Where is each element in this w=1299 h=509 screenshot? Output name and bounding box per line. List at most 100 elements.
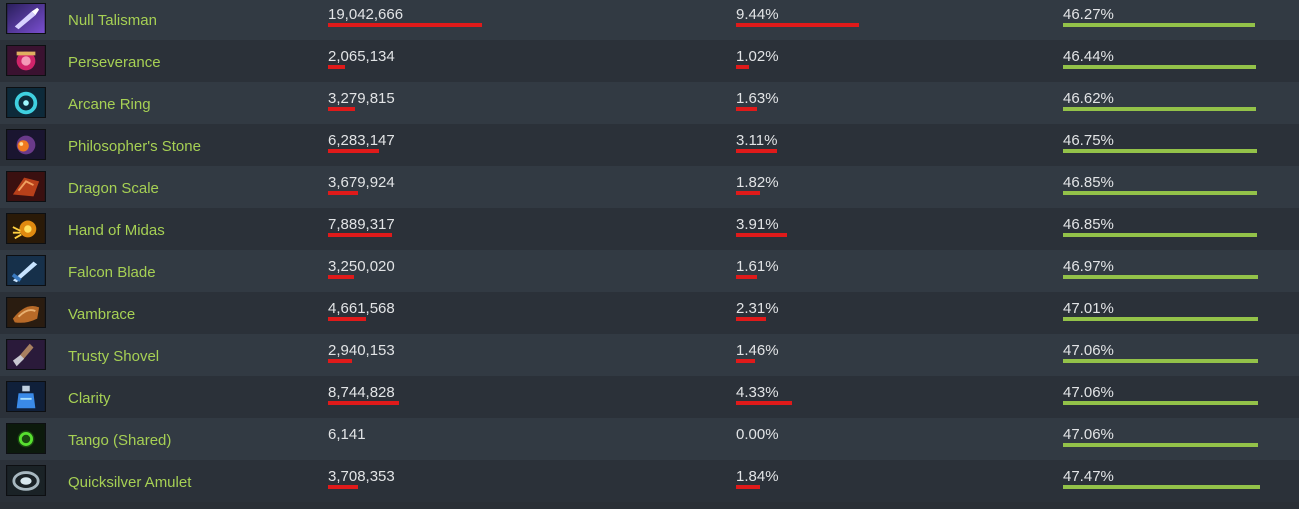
win-rate-bar (1063, 485, 1260, 489)
table-row[interactable]: Falcon Blade 3,250,020 1.61% 46.97% (0, 250, 1299, 292)
matches-value: 8,744,828 (328, 384, 395, 401)
matches-value: 3,279,815 (328, 90, 395, 107)
matches-bar (328, 401, 399, 405)
table-row[interactable]: Hand of Midas 7,889,317 3.91% 46.85% (0, 208, 1299, 250)
trusty-shovel-icon[interactable] (6, 339, 46, 370)
win-rate-bar (1063, 23, 1255, 27)
table-row[interactable]: Dragon Scale 3,679,924 1.82% 46.85% (0, 166, 1299, 208)
item-name-link[interactable]: Tango (Shared) (68, 432, 172, 449)
win-rate-value: 46.75% (1063, 132, 1114, 149)
use-rate-value: 1.46% (736, 342, 779, 359)
use-rate-value: 4.33% (736, 384, 779, 401)
matches-bar (328, 107, 355, 111)
use-rate-value: 1.84% (736, 468, 779, 485)
use-rate-bar (736, 65, 749, 69)
matches-value: 6,283,147 (328, 132, 395, 149)
arcane-ring-icon[interactable] (6, 87, 46, 118)
table-row[interactable]: Quicksilver Amulet 3,708,353 1.84% 47.47% (0, 460, 1299, 502)
table-row[interactable]: Arcane Ring 3,279,815 1.63% 46.62% (0, 82, 1299, 124)
matches-bar (328, 485, 358, 489)
use-rate-bar (736, 317, 766, 321)
item-name-link[interactable]: Clarity (68, 390, 111, 407)
win-rate-value: 46.62% (1063, 90, 1114, 107)
use-rate-bar (736, 149, 777, 153)
win-rate-value: 46.27% (1063, 6, 1114, 23)
item-name-link[interactable]: Philosopher's Stone (68, 138, 201, 155)
quicksilver-amulet-icon[interactable] (6, 465, 46, 496)
table-row[interactable]: Clarity 8,744,828 4.33% 47.06% (0, 376, 1299, 418)
matches-bar (328, 149, 379, 153)
item-name-link[interactable]: Falcon Blade (68, 264, 156, 281)
use-rate-bar (736, 23, 859, 27)
use-rate-bar (736, 359, 755, 363)
win-rate-bar (1063, 275, 1258, 279)
win-rate-bar (1063, 401, 1258, 405)
use-rate-bar (736, 275, 757, 279)
dragon-scale-icon[interactable] (6, 171, 46, 202)
use-rate-value: 3.91% (736, 216, 779, 233)
win-rate-value: 46.85% (1063, 174, 1114, 191)
item-name-link[interactable]: Null Talisman (68, 12, 157, 29)
hand-of-midas-icon[interactable] (6, 213, 46, 244)
use-rate-bar (736, 485, 760, 489)
tango-shared-icon[interactable] (6, 423, 46, 454)
win-rate-bar (1063, 107, 1256, 111)
matches-bar (328, 317, 366, 321)
vambrace-icon[interactable] (6, 297, 46, 328)
matches-value: 2,940,153 (328, 342, 395, 359)
use-rate-value: 9.44% (736, 6, 779, 23)
table-row[interactable]: Tango (Shared) 6,141 0.00% 47.06% (0, 418, 1299, 460)
table-row[interactable]: Philosopher's Stone 6,283,147 3.11% 46.75% (0, 124, 1299, 166)
item-name-link[interactable]: Arcane Ring (68, 96, 151, 113)
use-rate-value: 3.11% (736, 132, 778, 149)
item-name-link[interactable]: Vambrace (68, 306, 136, 323)
use-rate-value: 1.61% (736, 258, 779, 275)
matches-value: 7,889,317 (328, 216, 395, 233)
win-rate-bar (1063, 149, 1257, 153)
item-name-link[interactable]: Quicksilver Amulet (68, 474, 192, 491)
matches-value: 3,679,924 (328, 174, 395, 191)
matches-value: 4,661,568 (328, 300, 395, 317)
matches-value: 19,042,666 (328, 6, 404, 23)
philosophers-stone-icon[interactable] (6, 129, 46, 160)
table-row[interactable]: Vambrace 4,661,568 2.31% 47.01% (0, 292, 1299, 334)
item-name-link[interactable]: Perseverance (68, 54, 161, 71)
win-rate-value: 47.06% (1063, 342, 1114, 359)
table-row[interactable]: Null Talisman 19,042,666 9.44% 46.27% (0, 0, 1299, 40)
win-rate-value: 47.06% (1063, 426, 1114, 443)
clarity-icon[interactable] (6, 381, 46, 412)
win-rate-bar (1063, 359, 1258, 363)
use-rate-value: 0.00% (736, 426, 779, 443)
matches-bar (328, 23, 482, 27)
win-rate-value: 47.47% (1063, 468, 1114, 485)
use-rate-bar (736, 233, 787, 237)
matches-value: 2,065,134 (328, 48, 395, 65)
use-rate-value: 2.31% (736, 300, 779, 317)
win-rate-value: 46.44% (1063, 48, 1114, 65)
item-name-link[interactable]: Trusty Shovel (68, 348, 160, 365)
use-rate-bar (736, 191, 760, 195)
falcon-blade-icon[interactable] (6, 255, 46, 286)
win-rate-bar (1063, 317, 1258, 321)
use-rate-value: 1.63% (736, 90, 779, 107)
win-rate-bar (1063, 233, 1257, 237)
item-name-link[interactable]: Hand of Midas (68, 222, 165, 239)
null-talisman-icon[interactable] (6, 3, 46, 34)
perseverance-icon[interactable] (6, 45, 46, 76)
use-rate-bar (736, 107, 757, 111)
item-name-link[interactable]: Dragon Scale (68, 180, 159, 197)
matches-bar (328, 191, 358, 195)
matches-value: 3,250,020 (328, 258, 395, 275)
use-rate-bar (736, 401, 792, 405)
win-rate-bar (1063, 443, 1258, 447)
win-rate-value: 47.01% (1063, 300, 1114, 317)
win-rate-bar (1063, 191, 1257, 195)
table-row[interactable]: Trusty Shovel 2,940,153 1.46% 47.06% (0, 334, 1299, 376)
win-rate-value: 46.85% (1063, 216, 1114, 233)
matches-bar (328, 359, 352, 363)
use-rate-value: 1.02% (736, 48, 779, 65)
table-row[interactable]: Perseverance 2,065,134 1.02% 46.44% (0, 40, 1299, 82)
win-rate-value: 47.06% (1063, 384, 1114, 401)
matches-bar (328, 233, 392, 237)
